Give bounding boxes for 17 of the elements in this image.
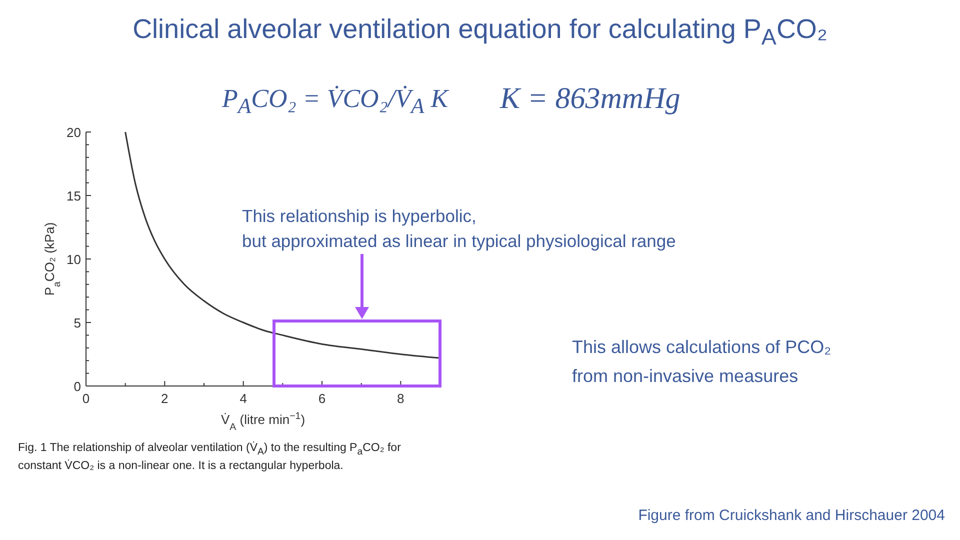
x-tick-label: 8 — [397, 391, 404, 406]
y-tick-label: 10 — [66, 252, 81, 267]
y-tick-label: 0 — [74, 379, 81, 394]
chart-title: Clinical alveolar ventilation equation for calculating P$_{A}$CO₂ — [132, 14, 828, 50]
x-tick-label: 6 — [318, 391, 326, 406]
x-tick-label: 4 — [240, 391, 247, 406]
text: P$_{A}$CO₂ = V̇CO₂/V̇$_{A}$ K — [222, 84, 448, 120]
x-tick-label: 2 — [161, 391, 168, 406]
x-axis-title: V̇$_{A}$ (litre min$^{−1}$) — [220, 410, 306, 432]
text: K = 863mmHg — [500, 82, 680, 116]
y-tick-label: 15 — [66, 188, 81, 204]
y-tick-label: 5 — [74, 316, 81, 330]
y-tick-label: 20 — [66, 125, 81, 140]
text: Figure from Cruickshank and Hirschauer 2004 — [638, 507, 945, 524]
text: Fig. 1 The relationship of alveolar ventilation (V̇$_{A}$) to the resulting P$_{a}$CO₂ for constant V̇CO₂ is a non-linear one. It is a rectangular hyperbola. — [18, 442, 401, 472]
text: This allows calculations of PCO₂ from non-invasive measures — [572, 336, 832, 388]
annotation: This relationship is hyperbolic, but approximated as linear in typical physiological range — [242, 205, 676, 253]
